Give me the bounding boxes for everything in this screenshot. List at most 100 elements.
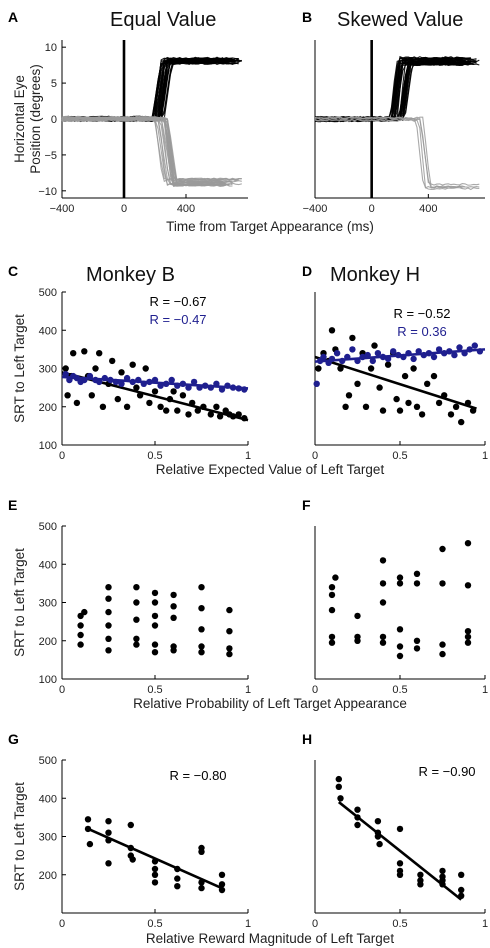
data-point-black [151,388,159,395]
data-point-blue [471,342,478,349]
y-tick-label: 10 [45,42,57,54]
eye-trace-black [314,61,463,123]
eye-trace-gray [61,118,242,183]
eye-trace-black [61,56,239,120]
x-tick-label: 400 [177,203,195,215]
data-point-black [413,570,421,577]
panel-letter: H [302,731,312,747]
panel-title: Monkey B [86,264,175,286]
eye-trace-black [61,61,239,120]
y-axis-label: SRT to Left Target [12,314,27,423]
data-point-black [439,650,446,658]
data-point-black [328,639,336,646]
data-point-black [337,795,344,802]
eye-trace-gray [61,116,230,184]
x-tick-label: 0.5 [147,684,162,696]
eye-trace-gray [61,116,242,181]
eye-trace-gray [314,116,480,189]
eye-trace-gray [61,116,224,187]
correlation-label: R = −0.67 [149,294,206,309]
data-point-black [170,388,177,395]
eye-trace-gray [61,116,233,184]
data-point-black [374,818,382,825]
x-tick-label: 0 [312,450,318,462]
data-point-black [396,860,404,867]
x-axis-label-cd: Relative Expected Value of Left Target [156,462,385,477]
data-point-black [430,372,438,380]
data-point-black [396,643,404,650]
data-point-black [118,369,125,376]
y-tick-label: 300 [39,364,57,376]
x-tick-label: 0 [59,450,65,462]
eye-trace-black [314,61,466,120]
data-point-black [226,628,233,635]
eye-trace-gray [61,118,242,186]
panel-b: B Skewed Value −400 0 400 [302,9,485,215]
data-point-black [439,545,446,553]
data-point-black [151,589,159,597]
data-point-black [413,580,421,587]
regression-line-blue [61,375,249,390]
panel-a: A Equal Value −400 0 400 −10 −5 0 5 10 Horizontal … [8,9,248,215]
data-point-black [345,392,353,399]
data-point-blue [369,357,376,365]
data-point-black [151,865,159,873]
y-tick-label: 400 [39,793,57,805]
eye-trace-black [61,57,239,120]
regression-line-black [87,827,223,890]
y-axis-label: Horizontal Eye [12,75,27,163]
data-point-black [81,348,88,355]
eye-trace-black [61,59,224,122]
data-point-black [335,783,342,790]
data-point-black [163,407,170,414]
data-point-black [435,399,443,407]
y-axis-label: Position (degrees) [28,64,43,174]
eye-trace-black [61,58,233,119]
eye-trace-black [314,63,463,120]
panel-letter: D [302,263,312,279]
data-point-black [96,350,103,357]
eye-trace-gray [62,118,233,184]
data-point-black [105,829,112,836]
data-point-black [151,599,159,606]
data-point-black [315,365,322,372]
eye-trace-gray [314,118,480,191]
data-point-black [86,840,94,848]
y-tick-label: 100 [39,440,57,452]
data-point-black [105,595,112,602]
eye-trace-black [61,61,236,122]
y-axis-label: SRT to Left Target [12,548,27,657]
data-point-black [151,612,159,620]
data-point-black [170,603,177,610]
data-point-black [174,407,181,414]
y-tick-label: −10 [38,186,57,198]
panel-letter: E [8,497,17,513]
data-point-black [328,584,336,591]
x-tick-label: 0 [59,684,65,696]
data-point-black [396,825,404,833]
data-point-blue [313,380,320,387]
y-tick-label: 200 [39,870,57,882]
data-point-black [64,392,71,399]
data-point-black [335,775,342,783]
correlation-label: R = −0.52 [393,306,450,321]
data-point-black [379,599,387,606]
eye-trace-black [61,59,239,119]
data-point-black [142,365,149,372]
data-point-black [354,821,361,829]
data-point-black [342,403,349,410]
data-point-black [92,365,99,372]
eye-trace-gray [61,117,233,186]
data-point-black [458,886,465,894]
eye-trace-black [314,57,466,120]
data-point-black [464,639,472,646]
data-point-black [328,591,336,599]
y-tick-label: 500 [39,287,57,299]
data-point-black [77,622,84,629]
data-point-black [198,649,205,656]
data-point-black [170,643,177,650]
data-point-blue [410,355,417,363]
y-tick-label: 200 [39,636,57,648]
eye-trace-black [61,60,224,121]
data-point-blue [451,351,458,359]
